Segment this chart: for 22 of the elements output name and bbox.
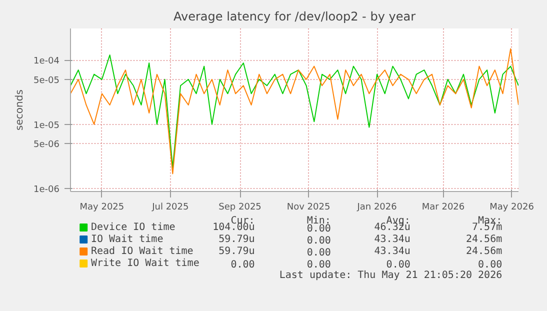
x-tick-label: May 2025: [80, 202, 124, 212]
text: 0.00 0.00 0.00 0.00: [230, 260, 502, 270]
x-tick-label: Jul 2025: [151, 202, 189, 212]
y-tick-label: 5e-05: [34, 76, 60, 86]
x-tick-label: Jan 2026: [356, 202, 398, 212]
legend-label: Read IO Wait time: [90, 246, 194, 257]
x-tick-label: Sep 2025: [218, 202, 262, 212]
y-tick-label: 1e-05: [34, 120, 60, 131]
y-axis-title: seconds: [14, 90, 26, 130]
legend-label: Device IO time: [90, 222, 176, 233]
text: Last update: Thu May 21 21:05:20 2026: [279, 270, 502, 281]
y-tick-label: 1e-04: [34, 56, 60, 67]
x-tick-label: Mar 2026: [422, 202, 465, 212]
x-tick-label: Nov 2025: [286, 202, 330, 212]
y-tick-label: 5e-06: [34, 140, 60, 150]
legend-label: IO Wait time: [90, 234, 164, 245]
x-tick-label: May 2026: [490, 202, 534, 212]
y-tick-label: 1e-06: [34, 185, 60, 196]
text: 59.79u 0.00 43.34u 24.56m: [218, 246, 502, 258]
legend-label: Write IO Wait time: [90, 258, 200, 269]
chart-title: Average latency for /dev/loop2 - by year: [173, 10, 416, 24]
text: 59.79u 0.00 43.34u 24.56m: [218, 234, 502, 246]
